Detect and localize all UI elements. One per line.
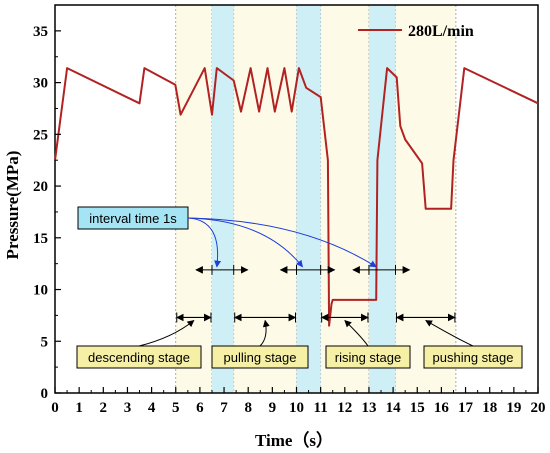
stage-bands	[175, 5, 457, 393]
stage-pointer-arrow	[259, 319, 270, 347]
stage-band	[233, 5, 297, 393]
x-tick-label: 4	[148, 400, 156, 416]
x-tick-label: 17	[458, 400, 474, 416]
x-tick-label: 14	[386, 400, 402, 416]
x-tick-label: 3	[124, 400, 132, 416]
interval-label: interval time 1s	[89, 211, 177, 226]
x-tick-label: 7	[220, 400, 228, 416]
x-tick-label: 11	[314, 400, 328, 416]
x-tick-label: 6	[196, 400, 204, 416]
x-tick-label: 12	[337, 400, 352, 416]
y-axis-label: Pressure(MPa)	[3, 151, 22, 260]
x-tick-label: 20	[531, 400, 546, 416]
x-tick-label: 1	[75, 400, 83, 416]
y-tick-label: 0	[41, 386, 49, 402]
interval-pointer-arrow	[187, 217, 222, 268]
x-tick-label: 13	[361, 400, 376, 416]
y-tick-label: 15	[33, 231, 48, 247]
interval-pointer-arrow	[187, 217, 377, 268]
stage-band	[175, 5, 212, 393]
legend-label: 280L/min	[408, 23, 474, 40]
legend: 280L/min	[358, 23, 474, 40]
x-tick-label: 5	[172, 400, 180, 416]
x-tick-label: 16	[434, 400, 450, 416]
y-tick-label: 25	[33, 127, 48, 143]
y-tick-label: 10	[33, 283, 48, 299]
annotation-layer: interval time 1s descending stage pulling …	[76, 206, 523, 369]
x-tick-label: 15	[410, 400, 425, 416]
x-tick-label: 19	[506, 400, 521, 416]
interval-band	[211, 5, 234, 393]
stage-label: pulling stage	[224, 350, 297, 365]
y-tick-label: 20	[33, 179, 48, 195]
y-tick-label: 35	[33, 24, 48, 40]
x-tick-label: 0	[51, 400, 59, 416]
x-tick-label: 18	[482, 400, 497, 416]
stage-label: pushing stage	[433, 350, 514, 365]
x-tick-label: 2	[100, 400, 108, 416]
stage-label: rising stage	[335, 350, 401, 365]
x-tick-label: 8	[244, 400, 252, 416]
x-tick-label: 10	[289, 400, 304, 416]
stage-pointer-arrow	[344, 319, 369, 347]
stage-pointer-arrow	[138, 320, 195, 347]
ticks: 0 1 2 3 4 5 6 7 8 9 10 11 12 13 14 15 16 17 18 19 2005101520…	[33, 4, 546, 416]
interval-band	[296, 5, 321, 393]
stage-pointer-arrow	[425, 320, 474, 347]
series-layer	[54, 67, 539, 327]
y-tick-label: 30	[33, 76, 48, 92]
x-tick-label: 9	[269, 400, 277, 416]
x-axis-label: Time（s）	[255, 430, 333, 450]
stage-label: descending stage	[88, 350, 190, 365]
series-line	[54, 67, 539, 327]
interval-pointer-arrow	[187, 217, 304, 268]
interval-band	[368, 5, 396, 393]
y-tick-label: 5	[41, 334, 49, 350]
